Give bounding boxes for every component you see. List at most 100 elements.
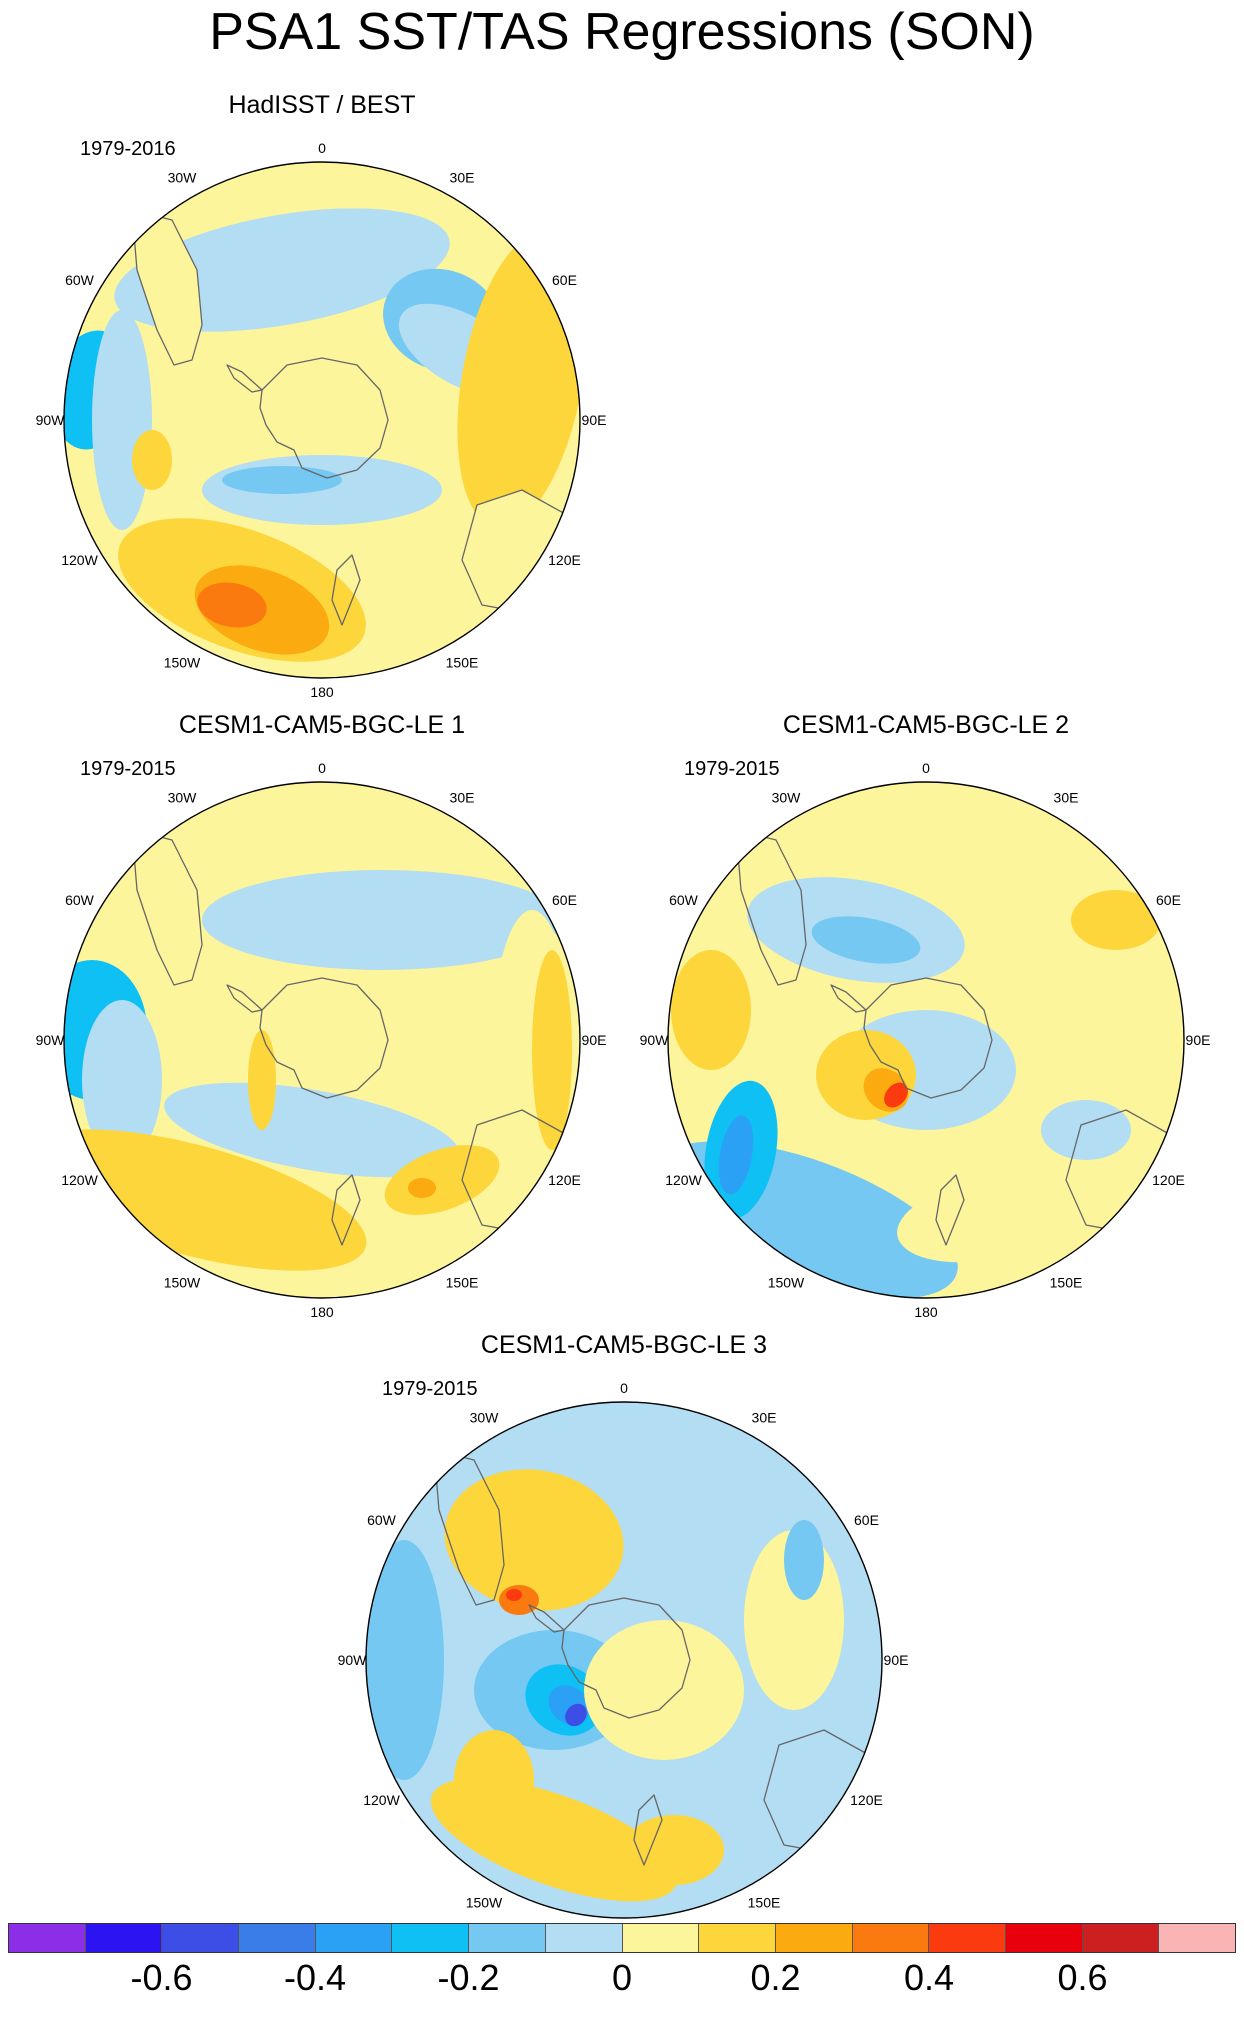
colorbar-box	[392, 1924, 470, 1952]
longitude-label: 60E	[552, 892, 577, 908]
anomaly-region	[132, 430, 172, 490]
anomaly-field	[668, 782, 1184, 1298]
period-label: 1979-2016	[80, 138, 176, 160]
anomaly-region	[202, 870, 562, 970]
map-panel-cesm-2: 0 30E 60E 90E 120E 150E 180 150W 120W 90W 60W 30W C…	[640, 710, 1211, 1320]
colorbar-box	[775, 1924, 853, 1952]
longitude-label: 90W	[640, 1032, 670, 1048]
colorbar-tick-label: -0.6	[130, 1957, 193, 1998]
longitude-label: 60E	[552, 272, 577, 288]
anomaly-region	[565, 1703, 587, 1727]
colorbar-box	[469, 1924, 546, 1952]
colorbar-box	[929, 1924, 1006, 1952]
longitude-label: 30E	[450, 790, 475, 806]
antarctic-peninsula-outline	[226, 984, 263, 1013]
panel-title: CESM1-CAM5-BGC-LE 1	[178, 711, 466, 739]
longitude-label: 150W	[164, 654, 201, 670]
colorbar-box	[622, 1924, 700, 1952]
antarctica-outline	[561, 1597, 691, 1719]
anomaly-region	[197, 582, 267, 628]
longitude-label: 0	[620, 1380, 628, 1396]
colorbar-tick-label: 0.2	[750, 1957, 801, 1998]
longitude-label: 60W	[65, 892, 95, 908]
anomaly-region	[506, 1589, 522, 1601]
longitude-label: 150W	[164, 1274, 201, 1290]
panel-title: CESM1-CAM5-BGC-LE 3	[480, 1331, 768, 1359]
longitude-label: 30E	[752, 1410, 777, 1426]
longitude-label: 60W	[669, 892, 699, 908]
new-zealand-outline	[633, 1794, 663, 1866]
anomaly-region	[64, 1129, 367, 1271]
map-border	[667, 781, 1185, 1299]
longitude-label: 120E	[548, 1172, 581, 1188]
colorbar-box	[9, 1924, 86, 1952]
longitude-label: 120E	[850, 1792, 883, 1808]
colorbar-box	[1159, 1924, 1235, 1952]
anomaly-region	[1071, 890, 1161, 950]
map-border	[365, 1401, 883, 1919]
longitude-label: 120W	[61, 552, 98, 568]
antarctic-peninsula-outline	[830, 984, 867, 1013]
longitude-label: 150E	[1050, 1274, 1083, 1290]
longitude-label: 0	[318, 140, 326, 156]
colorbar-box	[1082, 1924, 1160, 1952]
anomaly-region	[897, 1177, 1075, 1263]
panel-title: HadISST / BEST	[228, 91, 416, 119]
anomaly-region	[444, 1469, 624, 1611]
antarctica-outline	[259, 357, 389, 479]
colorbar-box	[699, 1924, 776, 1952]
antarctica-outline	[863, 977, 993, 1099]
anomaly-region	[718, 1115, 754, 1195]
anomaly-region	[584, 1620, 744, 1760]
colorbar-box	[545, 1924, 623, 1952]
colorbar-tick-label: 0.4	[903, 1957, 955, 1998]
panel-title: CESM1-CAM5-BGC-LE 2	[782, 711, 1070, 739]
colorbar-box	[162, 1924, 240, 1952]
longitude-label: 90E	[582, 1032, 607, 1048]
longitude-label: 60E	[1156, 892, 1181, 908]
anomaly-region	[92, 310, 152, 530]
longitude-label: 120E	[1152, 1172, 1185, 1188]
period-label: 1979-2015	[382, 1378, 478, 1400]
longitude-label: 30W	[470, 1410, 500, 1426]
anomaly-region	[532, 950, 572, 1150]
colorbar-tick-label: 0.6	[1057, 1957, 1108, 1998]
anomaly-field	[366, 1402, 882, 1918]
anomaly-region	[164, 1082, 460, 1178]
longitude-label: 120W	[363, 1792, 400, 1808]
anomaly-region	[884, 1082, 908, 1108]
longitude-label: 120E	[548, 552, 581, 568]
colorbar-box	[239, 1924, 316, 1952]
anomaly-field	[64, 162, 580, 678]
longitude-label: 150W	[768, 1274, 805, 1290]
longitude-label: 60E	[854, 1512, 879, 1528]
anomaly-region	[82, 1000, 162, 1160]
colorbar	[8, 1923, 1236, 1953]
new-zealand-outline	[331, 1174, 361, 1246]
map-border	[63, 781, 581, 1299]
colorbar-box	[315, 1924, 393, 1952]
anomaly-region	[408, 1178, 436, 1198]
longitude-label: 180	[310, 684, 334, 700]
longitude-label: 150E	[446, 654, 479, 670]
longitude-label: 30E	[1054, 790, 1079, 806]
antarctic-peninsula-outline	[528, 1604, 565, 1633]
anomaly-region	[784, 1520, 824, 1600]
longitude-label: 60W	[367, 1512, 397, 1528]
colorbar-tick-label: -0.2	[437, 1957, 500, 1998]
anomaly-region	[1041, 1100, 1131, 1160]
longitude-label: 90E	[884, 1652, 909, 1668]
anomaly-field	[64, 782, 580, 1298]
anomaly-region	[366, 1540, 444, 1780]
map-border	[63, 161, 581, 679]
anomaly-region	[222, 466, 342, 494]
longitude-label: 150E	[446, 1274, 479, 1290]
colorbar-tick-label: -0.4	[283, 1957, 347, 1998]
colorbar-box	[852, 1924, 930, 1952]
anomaly-region	[454, 1730, 534, 1830]
longitude-label: 90W	[36, 412, 66, 428]
longitude-label: 30E	[450, 170, 475, 186]
